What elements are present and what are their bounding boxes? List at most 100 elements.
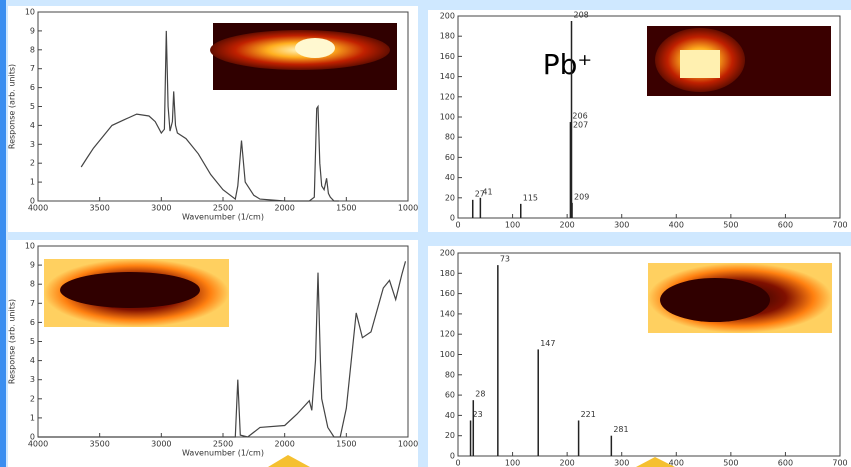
heatmap-image: [648, 263, 832, 333]
y-tick-label: 5: [30, 337, 35, 346]
spectrum-line: [80, 30, 339, 202]
x-tick-label: 200: [560, 221, 575, 230]
x-tick-label: 0: [455, 221, 460, 230]
x-tick-label: 3000: [151, 204, 171, 213]
x-tick-label: 100: [505, 459, 520, 467]
y-tick-label: 200: [440, 249, 455, 258]
peak-label: 28: [475, 390, 485, 399]
y-tick-label: 7: [30, 299, 35, 308]
annotation: Pb⁺: [543, 48, 592, 81]
y-tick-label: 8: [30, 45, 35, 54]
peak-label: 73: [500, 255, 510, 264]
y-tick-label: 80: [445, 133, 455, 142]
peak-label: 23: [473, 410, 483, 419]
y-tick-label: 40: [445, 411, 455, 420]
peak-label: 147: [540, 339, 555, 348]
y-tick-label: 0: [450, 452, 455, 461]
y-tick-label: 9: [30, 261, 35, 270]
x-axis-label: Wavenumber (1/cm): [182, 213, 264, 222]
x-tick-label: 3500: [89, 204, 109, 213]
y-tick-label: 3: [30, 140, 35, 149]
peak-label: 206: [572, 112, 587, 121]
heatmap-image: [44, 259, 229, 327]
peak-label: 41: [482, 187, 492, 196]
x-tick-label: 4000: [28, 204, 48, 213]
x-tick-label: 400: [669, 459, 684, 467]
y-tick-label: 20: [445, 431, 455, 440]
heatmap-image: [647, 26, 831, 96]
x-tick-label: 2500: [213, 204, 233, 213]
y-tick-label: 10: [25, 8, 35, 17]
y-tick-label: 4: [30, 121, 35, 130]
x-tick-label: 1500: [336, 440, 356, 449]
x-tick-label: 3000: [151, 440, 171, 449]
y-tick-label: 4: [30, 356, 35, 365]
y-tick-label: 6: [30, 318, 35, 327]
x-tick-label: 300: [614, 221, 629, 230]
peak-label: 115: [523, 193, 538, 202]
y-tick-label: 0: [30, 433, 35, 442]
y-tick-label: 1: [30, 178, 35, 187]
x-tick-label: 400: [669, 221, 684, 230]
spectrum-line: [38, 261, 407, 438]
pointer: [268, 455, 310, 467]
y-tick-label: 2: [30, 159, 35, 168]
y-tick-label: 180: [440, 269, 455, 278]
y-tick-label: 10: [25, 242, 35, 251]
y-tick-label: 9: [30, 26, 35, 35]
y-tick-label: 140: [440, 72, 455, 81]
y-tick-label: 40: [445, 173, 455, 182]
x-tick-label: 100: [505, 221, 520, 230]
y-tick-label: 7: [30, 64, 35, 73]
x-tick-label: 1000: [398, 204, 418, 213]
x-tick-label: 600: [778, 221, 793, 230]
y-tick-label: 140: [440, 309, 455, 318]
y-tick-label: 200: [440, 12, 455, 21]
y-tick-label: 0: [30, 197, 35, 206]
left-edge: [0, 0, 6, 467]
x-tick-label: 1500: [336, 204, 356, 213]
x-tick-label: 3500: [89, 440, 109, 449]
x-tick-label: 2000: [274, 204, 294, 213]
x-tick-label: 300: [614, 459, 629, 467]
y-tick-label: 8: [30, 280, 35, 289]
x-tick-label: 200: [560, 459, 575, 467]
y-tick-label: 80: [445, 370, 455, 379]
peak-label: 208: [574, 11, 589, 20]
y-tick-label: 1: [30, 413, 35, 422]
y-tick-label: 100: [440, 350, 455, 359]
y-tick-label: 6: [30, 83, 35, 92]
peak-label: 27: [475, 189, 485, 198]
x-tick-label: 500: [723, 221, 738, 230]
peak-label: 281: [613, 425, 628, 434]
x-tick-label: 2500: [213, 440, 233, 449]
y-axis-label: Response (arb. units): [8, 299, 17, 384]
x-tick-label: 0: [455, 459, 460, 467]
y-axis-label: Response (arb. units): [8, 64, 17, 149]
y-tick-label: 20: [445, 193, 455, 202]
x-axis-label: Wavenumber (1/cm): [182, 449, 264, 458]
y-tick-label: 2: [30, 394, 35, 403]
y-tick-label: 120: [440, 92, 455, 101]
peak-label: 221: [581, 410, 596, 419]
x-tick-label: 2000: [274, 440, 294, 449]
y-tick-label: 0: [450, 214, 455, 223]
y-tick-label: 5: [30, 102, 35, 111]
y-tick-label: 160: [440, 289, 455, 298]
x-tick-label: 500: [723, 459, 738, 467]
x-tick-label: 700: [832, 221, 847, 230]
peak-label: 209: [574, 192, 589, 201]
heatmap-image: [210, 23, 397, 90]
peak-label: 207: [573, 121, 588, 130]
x-tick-label: 600: [778, 459, 793, 467]
y-tick-label: 60: [445, 153, 455, 162]
y-tick-label: 120: [440, 330, 455, 339]
x-tick-label: 1000: [398, 440, 418, 449]
pointer: [636, 457, 675, 467]
x-tick-label: 700: [832, 459, 847, 467]
x-tick-label: 4000: [28, 440, 48, 449]
y-tick-label: 160: [440, 52, 455, 61]
y-tick-label: 100: [440, 113, 455, 122]
y-tick-label: 60: [445, 391, 455, 400]
